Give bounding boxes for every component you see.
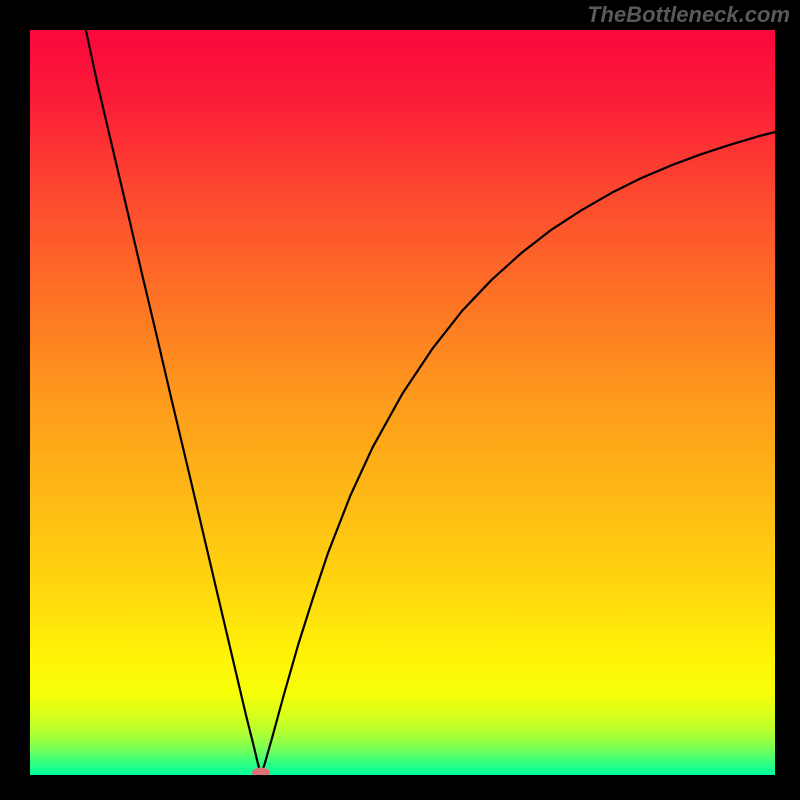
plot-area [30,30,775,775]
gradient-background [30,30,775,775]
chart-svg [30,30,775,775]
chart-container: TheBottleneck.com [0,0,800,800]
site-attribution: TheBottleneck.com [587,2,790,28]
